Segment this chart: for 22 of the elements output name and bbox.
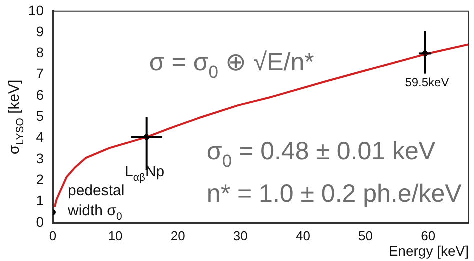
annotation: 59.5keV <box>405 76 450 90</box>
x-tick-label: 50 <box>358 228 374 244</box>
y-tick-label: 1 <box>36 192 44 209</box>
y-tick-label: 0 <box>36 214 44 230</box>
y-tick-label: 5 <box>36 108 44 124</box>
y-tick-label: 3 <box>36 150 44 166</box>
x-axis-title: Energy [keV] <box>388 243 470 259</box>
annotation: n* = 1.0 ± 0.2 ph.e/keV <box>206 180 462 208</box>
x-tick-label: 40 <box>296 228 310 244</box>
x-tick-label: 20 <box>170 228 186 244</box>
y-tick-label: 4 <box>36 129 44 146</box>
x-tick-label: 60 <box>421 228 436 244</box>
y-tick-label: 8 <box>36 44 44 61</box>
y-tick-label: 7 <box>36 66 44 82</box>
y-tick-label: 10 <box>28 2 44 18</box>
y-tick-label: 9 <box>36 23 44 40</box>
y-axis-title: σLYSO [keV] <box>6 80 26 155</box>
y-tick-label: 6 <box>36 86 44 103</box>
x-tick-label: 30 <box>233 228 248 244</box>
y-tick-label: 2 <box>36 172 44 188</box>
x-tick-label: 10 <box>108 228 123 244</box>
x-tick-label: 0 <box>49 228 57 244</box>
